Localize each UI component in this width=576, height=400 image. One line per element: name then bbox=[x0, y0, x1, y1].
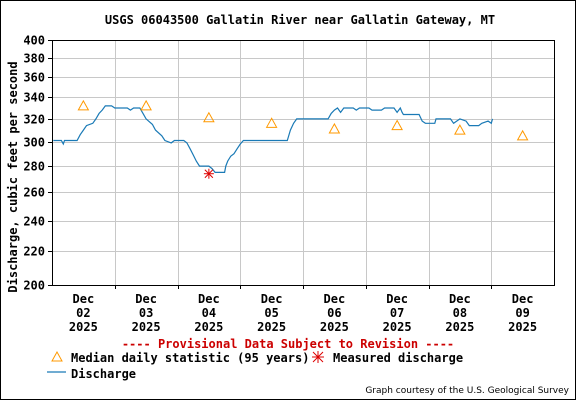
x-tick-label: 07 bbox=[390, 306, 404, 320]
y-tick-label: 320 bbox=[23, 113, 45, 127]
x-tick-label: Dec bbox=[261, 292, 283, 306]
y-tick-label: 380 bbox=[23, 52, 45, 66]
median-marker bbox=[454, 124, 466, 135]
x-tick-label: 06 bbox=[327, 306, 341, 320]
y-tick-label: 200 bbox=[23, 279, 45, 293]
x-tick-label: 2025 bbox=[69, 320, 98, 334]
x-tick-label: 03 bbox=[139, 306, 153, 320]
legend-median-label: Median daily statistic (95 years) bbox=[71, 351, 309, 365]
legend-measured-label: Measured discharge bbox=[333, 351, 463, 365]
marker-layer bbox=[77, 99, 529, 179]
x-tick-label: 2025 bbox=[257, 320, 286, 334]
legend: Median daily statistic (95 years) Measur… bbox=[47, 350, 463, 381]
y-tick-label: 240 bbox=[23, 215, 45, 229]
x-tick-labels: Dec022025Dec032025Dec042025Dec052025Dec0… bbox=[69, 292, 537, 334]
x-tick-label: Dec bbox=[449, 292, 471, 306]
y-tick-labels: 200 220 240 260 280 300 320 340 360 380 400 bbox=[23, 34, 45, 293]
median-marker bbox=[328, 122, 341, 134]
grid-lines bbox=[48, 40, 554, 289]
x-tick-label: 2025 bbox=[320, 320, 349, 334]
series-layer bbox=[53, 105, 494, 173]
x-tick-label: Dec bbox=[324, 292, 346, 306]
x-tick-label: Dec bbox=[198, 292, 220, 306]
legend-measured-marker bbox=[312, 351, 324, 363]
legend-discharge-label: Discharge bbox=[71, 367, 136, 381]
x-tick-label: 02 bbox=[76, 306, 90, 320]
legend-median-marker bbox=[51, 350, 63, 362]
x-tick-label: 2025 bbox=[132, 320, 161, 334]
x-tick-label: 08 bbox=[453, 306, 467, 320]
x-tick-label: Dec bbox=[73, 292, 95, 306]
plot-border bbox=[52, 40, 555, 286]
median-marker bbox=[516, 129, 529, 141]
y-tick-label: 260 bbox=[23, 186, 45, 200]
median-marker bbox=[391, 119, 403, 131]
x-tick-label: 2025 bbox=[445, 320, 474, 334]
y-tick-label: 400 bbox=[23, 34, 45, 48]
y-axis-label: Discharge, cubic feet per second bbox=[6, 61, 20, 292]
median-marker bbox=[265, 117, 278, 128]
y-tick-label: 360 bbox=[23, 71, 45, 85]
y-tick-label: 300 bbox=[23, 136, 45, 150]
x-tick-label: 09 bbox=[515, 306, 529, 320]
y-tick-label: 280 bbox=[23, 160, 45, 174]
y-tick-label: 340 bbox=[23, 91, 45, 105]
x-tick-label: Dec bbox=[512, 292, 534, 306]
discharge-series-line bbox=[53, 105, 494, 173]
x-tick-label: 2025 bbox=[508, 320, 537, 334]
chart-title: USGS 06043500 Gallatin River near Gallat… bbox=[105, 13, 495, 27]
median-marker bbox=[140, 99, 152, 111]
x-tick-label: 04 bbox=[202, 306, 216, 320]
measured-marker bbox=[203, 168, 214, 179]
x-tick-label: 2025 bbox=[194, 320, 223, 334]
provisional-notice: ---- Provisional Data Subject to Revisio… bbox=[122, 337, 454, 351]
credit-text: Graph courtesy of the U.S. Geological Su… bbox=[365, 386, 569, 396]
x-tick-label: 2025 bbox=[383, 320, 412, 334]
x-tick-label: Dec bbox=[135, 292, 157, 306]
x-tick-label: Dec bbox=[386, 292, 408, 306]
median-marker bbox=[203, 111, 215, 123]
median-marker bbox=[77, 99, 90, 111]
y-tick-label: 220 bbox=[23, 245, 45, 259]
x-tick-label: 05 bbox=[264, 306, 278, 320]
